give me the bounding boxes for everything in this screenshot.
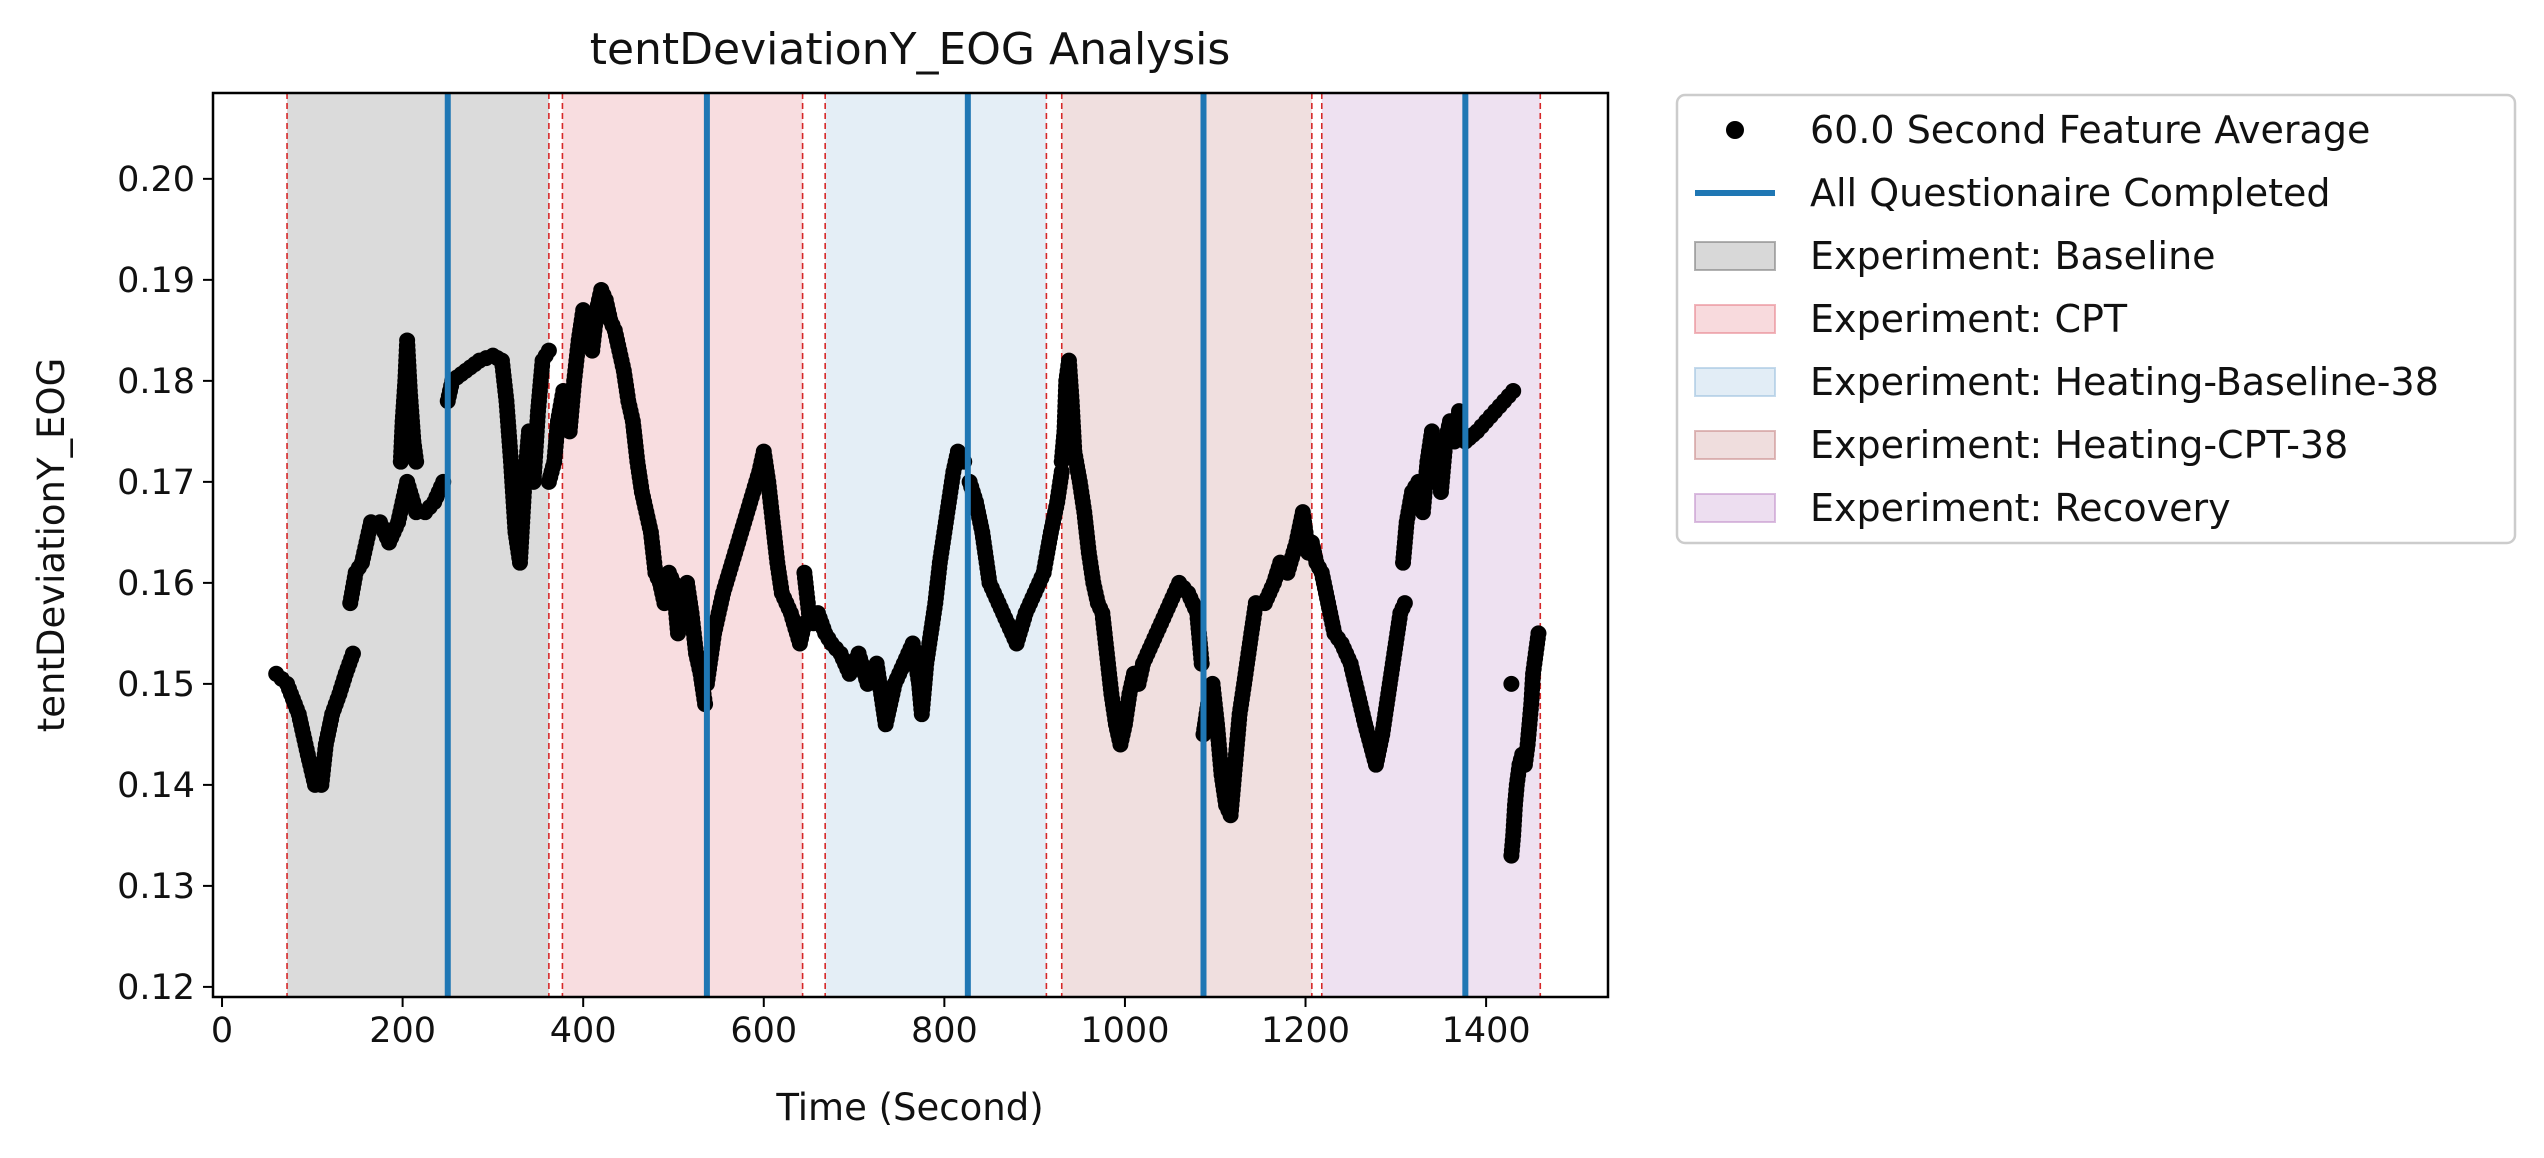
y-tick-label-8: 0.20 [117,160,195,200]
x-tick-label-2: 400 [550,1011,617,1051]
x-tick-label-7: 1400 [1442,1011,1531,1051]
chart-title: tentDeviationY_EOG Analysis [590,24,1231,75]
x-tick-label-6: 1200 [1261,1011,1350,1051]
x-axis-ticks: 0 200 400 600 800 1000 1200 1400 [211,997,1531,1051]
legend-frame [1675,93,2517,545]
data-point-1211 [1503,675,1520,692]
y-tick-label-1: 0.13 [117,867,195,907]
y-tick-label-2: 0.14 [117,766,195,806]
legend: 60.0 Second Feature Average All Questiona… [1675,93,2517,545]
data-point-1210 [1530,625,1547,642]
data-point-262 [540,342,557,359]
phase-band-0 [287,93,549,997]
legend-swatch-4 [1694,367,1776,397]
x-tick-label-1: 200 [369,1011,436,1051]
legend-swatch-3 [1694,304,1776,334]
phase-band-4 [1321,93,1541,997]
y-tick-label-0: 0.12 [117,968,195,1008]
legend-marker-0 [1726,121,1744,139]
x-tick-label-3: 600 [730,1011,797,1051]
data-points [268,281,1547,864]
y-axis-ticks: 0.12 0.13 0.14 0.15 0.16 0.17 0.18 0.19 0.20 [117,160,213,1008]
data-point-145 [408,453,425,470]
phase-bands [287,93,1541,997]
legend-label-4: Experiment: Heating-Baseline-38 [1810,360,2439,404]
x-tick-label-4: 800 [911,1011,978,1051]
questionnaire-lines [444,93,1469,997]
x-tick-label-5: 1000 [1080,1011,1169,1051]
legend-label-0: 60.0 Second Feature Average [1810,108,2370,152]
x-axis-label: Time (Second) [775,1086,1043,1129]
y-tick-label-3: 0.15 [117,665,195,705]
data-point-49 [344,645,361,662]
data-point-1074 [1396,595,1413,612]
plot-frame [211,91,1610,999]
legend-swatch-5 [1694,430,1776,460]
legend-label-2: Experiment: Baseline [1810,234,2216,278]
y-axis-label: tentDeviationY_EOG [30,358,73,732]
legend-label-3: Experiment: CPT [1810,297,2128,341]
legend-label-1: All Questionaire Completed [1810,171,2331,215]
y-tick-label-5: 0.17 [117,463,195,503]
legend-swatch-6 [1694,493,1776,523]
phase-band-3 [1061,93,1312,997]
y-tick-label-7: 0.19 [117,261,195,301]
x-tick-label-0: 0 [211,1011,233,1051]
y-tick-label-4: 0.16 [117,564,195,604]
legend-label-6: Experiment: Recovery [1810,486,2231,530]
phase-band-1 [562,93,803,997]
legend-swatch-2 [1694,241,1776,271]
y-tick-label-6: 0.18 [117,362,195,402]
legend-label-5: Experiment: Heating-CPT-38 [1810,423,2348,467]
data-point-1161 [1505,382,1522,399]
